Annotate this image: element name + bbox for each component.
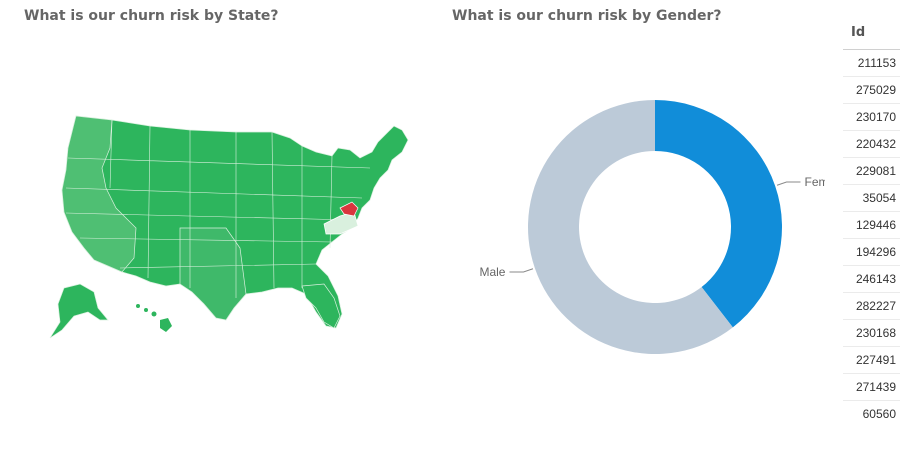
table-row[interactable]: 282227	[843, 293, 900, 320]
donut-leader-line	[776, 181, 801, 186]
donut-slices[interactable]	[528, 100, 783, 354]
table-row[interactable]: 194296	[843, 239, 900, 266]
donut-title: What is our churn risk by Gender?	[452, 8, 722, 24]
table-row[interactable]: 275029	[843, 77, 900, 104]
map-title: What is our churn risk by State?	[24, 8, 279, 24]
table-row[interactable]: 230168	[843, 320, 900, 347]
table-row[interactable]: 129446	[843, 212, 900, 239]
map-state-borders	[65, 119, 371, 298]
table-row[interactable]: 220432	[843, 131, 900, 158]
gender-donut-chart: Female Male	[479, 100, 825, 354]
donut-label-male: Male	[479, 265, 505, 279]
donut-leader-line	[509, 268, 534, 273]
map-state-virginia[interactable]	[323, 211, 359, 235]
table-body: 211153 275029 230170 220432 229081 35054…	[843, 50, 900, 418]
donut-labels: Female Male	[479, 175, 825, 279]
table-row[interactable]: 246143	[843, 266, 900, 293]
map-state-florida[interactable]	[301, 283, 341, 329]
donut-slice-male[interactable]	[528, 100, 733, 354]
map-state-maryland[interactable]	[339, 201, 359, 217]
map-south-central[interactable]	[179, 227, 247, 321]
map-contiguous-us[interactable]	[61, 115, 409, 329]
table-row[interactable]: 230170	[843, 104, 900, 131]
table-row[interactable]: 271439	[843, 374, 900, 401]
map-state-alaska[interactable]	[49, 283, 109, 339]
map-states[interactable]	[49, 115, 409, 339]
us-state-map[interactable]	[40, 108, 420, 340]
map-west-states[interactable]	[61, 115, 137, 273]
table-row[interactable]: 211153	[843, 50, 900, 77]
table-row[interactable]: 227491	[843, 347, 900, 374]
donut-label-female: Female	[805, 175, 825, 189]
table-row[interactable]: 60560	[843, 401, 900, 418]
map-state-hawaii[interactable]	[136, 304, 172, 332]
table-header-id[interactable]: Id	[843, 16, 900, 50]
table-row[interactable]: 35054	[843, 185, 900, 212]
id-table[interactable]: Id 211153 275029 230170 220432 229081 35…	[843, 16, 900, 418]
donut-slice-female[interactable]	[655, 100, 783, 328]
table-row[interactable]: 229081	[843, 158, 900, 185]
